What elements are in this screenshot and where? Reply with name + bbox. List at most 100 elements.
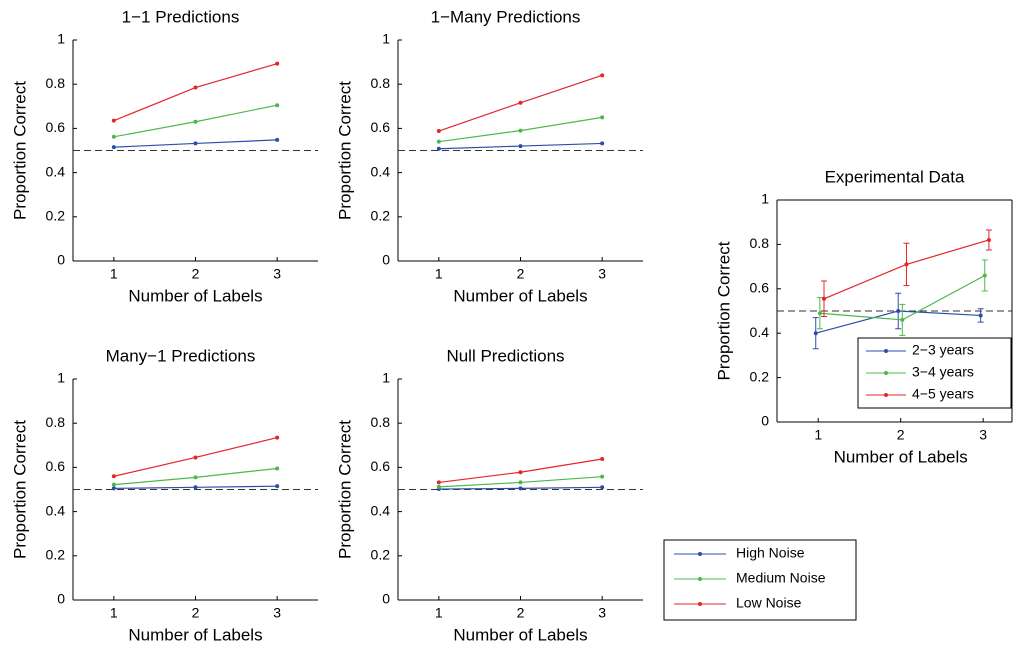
legend-marker [698, 577, 702, 581]
y-axis-label: Proportion Correct [10, 81, 29, 220]
y-tick-label: 0.2 [371, 547, 391, 563]
chart-title: 1−Many Predictions [431, 7, 581, 26]
data-point [275, 435, 280, 440]
y-axis-label: Proportion Correct [714, 241, 733, 380]
y-axis-label: Proportion Correct [10, 420, 29, 559]
data-point [817, 311, 822, 316]
data-point [600, 474, 605, 479]
y-tick-label: 0.6 [46, 458, 66, 474]
chart-title: Many−1 Predictions [106, 346, 256, 365]
legend-label: 4−5 years [912, 386, 974, 402]
data-point [518, 470, 523, 475]
data-point [436, 484, 441, 489]
x-tick-label: 2 [897, 427, 905, 443]
x-tick-label: 3 [598, 605, 606, 621]
y-axis-label: Proportion Correct [335, 420, 354, 559]
data-point [986, 237, 991, 242]
x-tick-label: 2 [192, 266, 200, 282]
y-tick-label: 1 [761, 191, 769, 207]
data-point [518, 144, 523, 149]
y-tick-label: 0.8 [371, 414, 391, 430]
legend-label: 3−4 years [912, 364, 974, 380]
y-tick-label: 0.6 [371, 458, 391, 474]
data-point [518, 100, 523, 105]
data-point [111, 482, 116, 487]
data-point [518, 480, 523, 485]
y-tick-label: 0 [382, 252, 390, 268]
x-tick-label: 1 [435, 266, 443, 282]
legend-label: Low Noise [736, 595, 802, 611]
data-point [896, 309, 901, 313]
data-point [518, 486, 523, 491]
legend-marker [698, 602, 702, 606]
x-axis-label: Number of Labels [128, 625, 262, 644]
data-point [600, 485, 605, 490]
chart-title: 1−1 Predictions [122, 7, 240, 26]
y-tick-label: 0.6 [46, 119, 66, 135]
x-tick-label: 2 [517, 266, 525, 282]
y-tick-label: 0.4 [46, 502, 66, 518]
data-point [813, 331, 818, 336]
data-point [193, 485, 198, 490]
y-axis-label: Proportion Correct [335, 81, 354, 220]
legend-marker [884, 371, 888, 375]
y-tick-label: 0.2 [46, 208, 66, 224]
data-point [600, 115, 605, 120]
x-tick-label: 1 [110, 266, 118, 282]
data-point [193, 455, 198, 460]
x-tick-label: 1 [814, 427, 822, 443]
data-point [275, 466, 280, 471]
y-tick-label: 0 [57, 252, 65, 268]
chart-title: Experimental Data [825, 167, 965, 186]
y-tick-label: 0.4 [750, 324, 770, 340]
data-point [193, 475, 198, 480]
y-tick-label: 0 [57, 591, 65, 607]
data-point [193, 119, 198, 124]
y-tick-label: 0.2 [750, 368, 770, 384]
y-tick-label: 0 [761, 413, 769, 429]
data-point [436, 146, 441, 151]
data-point [822, 296, 826, 301]
data-point [982, 273, 987, 278]
data-point [904, 262, 909, 267]
data-point [111, 134, 116, 139]
x-tick-label: 3 [979, 427, 987, 443]
y-tick-label: 0 [382, 591, 390, 607]
y-tick-label: 0.8 [46, 414, 66, 430]
y-tick-label: 0.8 [371, 75, 391, 91]
x-tick-label: 3 [273, 266, 281, 282]
series-line [113, 63, 278, 122]
legend-label: 2−3 years [912, 342, 974, 358]
data-point [436, 480, 441, 485]
data-point [436, 129, 441, 134]
y-tick-label: 0.6 [371, 119, 391, 135]
data-point [193, 85, 198, 90]
data-point [600, 141, 605, 146]
y-tick-label: 0.8 [46, 75, 66, 91]
x-tick-label: 2 [517, 605, 525, 621]
data-point [111, 486, 116, 491]
data-point [436, 139, 441, 144]
x-tick-label: 1 [110, 605, 118, 621]
y-tick-label: 1 [57, 370, 65, 386]
x-axis-label: Number of Labels [453, 625, 587, 644]
data-point [111, 474, 116, 479]
data-point [275, 484, 280, 489]
y-tick-label: 0.4 [371, 502, 391, 518]
y-tick-label: 0.2 [371, 208, 391, 224]
y-tick-label: 0.2 [46, 547, 66, 563]
data-point [900, 317, 905, 322]
x-axis-label: Number of Labels [834, 447, 968, 466]
y-tick-label: 0.8 [750, 235, 770, 251]
x-tick-label: 1 [435, 605, 443, 621]
x-axis-label: Number of Labels [128, 286, 262, 305]
x-tick-label: 2 [192, 605, 200, 621]
y-tick-label: 0.4 [371, 163, 391, 179]
legend-label: Medium Noise [736, 570, 826, 586]
x-tick-label: 3 [598, 266, 606, 282]
chart-title: Null Predictions [446, 346, 564, 365]
data-point [275, 103, 280, 108]
data-point [600, 73, 605, 78]
y-tick-label: 1 [382, 31, 390, 47]
legend-box [663, 539, 857, 621]
